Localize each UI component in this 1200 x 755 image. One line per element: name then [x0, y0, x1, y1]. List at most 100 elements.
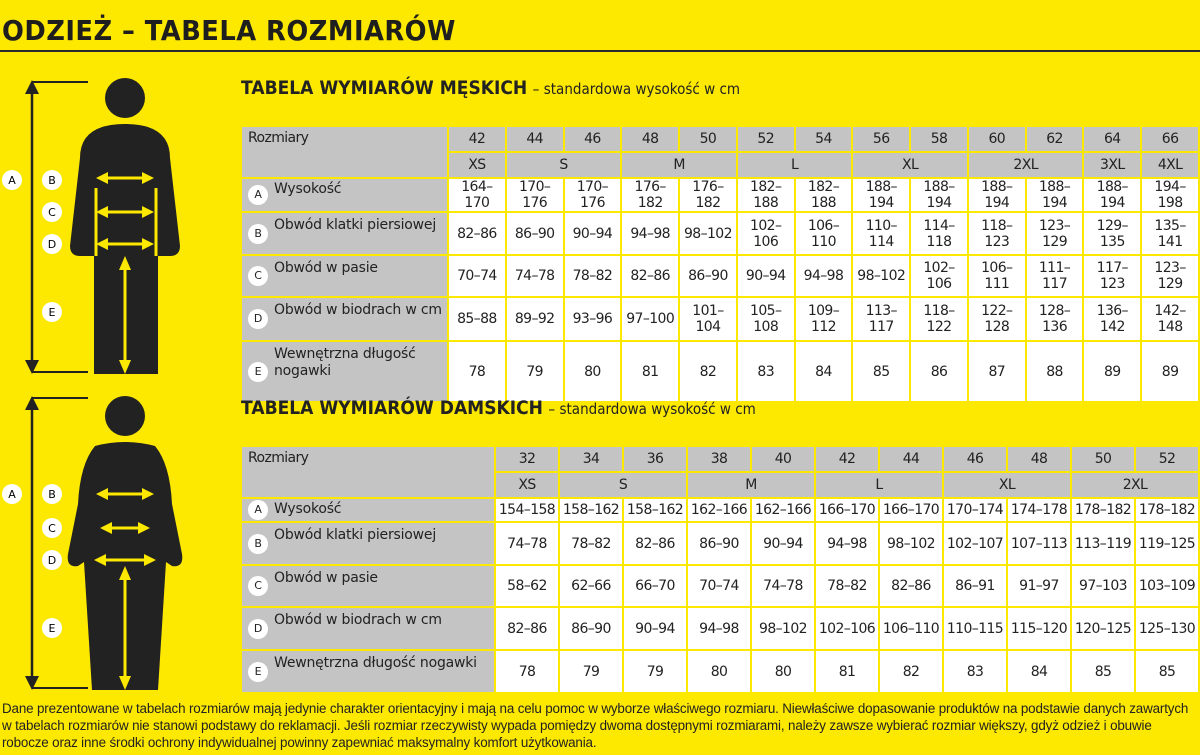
- value-cell: 86: [911, 342, 967, 401]
- disclaimer-text: Dane prezentowane w tabelach rozmiarów m…: [2, 701, 1189, 750]
- size-number: 44: [506, 127, 563, 151]
- measure-badge: E: [248, 361, 268, 382]
- value-cell: 94–98: [688, 608, 750, 649]
- value-cell: 107–113: [1008, 523, 1070, 564]
- size-number: 56: [853, 127, 910, 151]
- value-cell: 91–97: [1008, 566, 1070, 606]
- measure-badge: C: [248, 266, 268, 286]
- measure-badge: A: [248, 185, 268, 205]
- size-number: 66: [1142, 127, 1198, 151]
- value-cell: 85: [853, 342, 910, 401]
- row-label: A Wysokość: [242, 179, 447, 211]
- size-number: 38: [688, 447, 750, 471]
- value-cell: 111–117: [1026, 256, 1083, 296]
- value-cell: 142–148: [1142, 298, 1198, 340]
- size-letter: XL: [944, 473, 1070, 497]
- row-label-text: Obwód w biodrach w cm: [274, 302, 442, 318]
- women-title: TABELA WYMIARÓW DAMSKICH: [241, 397, 543, 419]
- value-cell: 135–141: [1142, 213, 1198, 254]
- row-label-text: Wewnętrzna długość nogawki: [274, 655, 477, 671]
- value-cell: 90–94: [737, 256, 794, 296]
- value-cell: 98–102: [680, 213, 736, 254]
- size-number: 46: [944, 447, 1006, 471]
- value-cell: 113–119: [1072, 523, 1134, 564]
- svg-text:B: B: [48, 488, 56, 501]
- svg-text:A: A: [8, 174, 16, 187]
- value-cell: 106–110: [880, 608, 942, 649]
- size-letter: L: [816, 473, 942, 497]
- size-number: 54: [795, 127, 852, 151]
- measure-badge: D: [248, 309, 268, 329]
- value-cell: 83: [944, 651, 1006, 692]
- value-cell: 85: [1136, 651, 1198, 692]
- value-cell: 97–100: [622, 298, 679, 340]
- value-cell: 84: [1008, 651, 1070, 692]
- size-letter: M: [622, 153, 736, 177]
- value-cell: 162–166: [688, 499, 750, 521]
- value-cell: 164–170: [449, 179, 505, 211]
- row-label: E Wewnętrzna długość nogawki: [242, 651, 494, 692]
- value-cell: 62–66: [560, 566, 622, 606]
- men-subtitle: – standardowa wysokość w cm: [532, 80, 741, 98]
- svg-text:A: A: [8, 488, 16, 501]
- value-cell: 82: [880, 651, 942, 692]
- men-table-title: TABELA WYMIARÓW MĘSKICH – standardowa wy…: [241, 77, 740, 99]
- value-cell: 122–128: [968, 298, 1025, 340]
- value-cell: 110–114: [853, 213, 910, 254]
- measure-badge: D: [248, 618, 268, 639]
- row-label: D Obwód w biodrach w cm: [242, 608, 494, 649]
- table-row-d: D Obwód w biodrach w cm 82–86 86–90 90–94 94–…: [242, 608, 1198, 649]
- value-cell: 89: [1084, 342, 1141, 401]
- table-row-b: B Obwód klatki piersiowej 74–78 78–82 82–86 8…: [242, 523, 1198, 564]
- size-number: 62: [1026, 127, 1083, 151]
- size-letter: M: [688, 473, 814, 497]
- measure-badge: C: [248, 576, 268, 596]
- value-cell: 80: [564, 342, 621, 401]
- value-cell: 74–78: [506, 256, 563, 296]
- value-cell: 102–106: [737, 213, 794, 254]
- value-cell: 170–176: [564, 179, 621, 211]
- size-number: 32: [496, 447, 558, 471]
- size-number: 48: [1008, 447, 1070, 471]
- page-title: ODZIEŻ – TABELA ROZMIARÓW: [2, 14, 456, 47]
- value-cell: 174–178: [1008, 499, 1070, 521]
- title-divider: [0, 50, 1200, 52]
- value-cell: 86–90: [506, 213, 563, 254]
- value-cell: 118–122: [911, 298, 967, 340]
- value-cell: 78–82: [816, 566, 878, 606]
- value-cell: 82: [680, 342, 736, 401]
- value-cell: 123–129: [1026, 213, 1083, 254]
- value-cell: 86–90: [688, 523, 750, 564]
- value-cell: 82–86: [622, 256, 679, 296]
- value-cell: 129–135: [1084, 213, 1141, 254]
- value-cell: 79: [506, 342, 563, 401]
- value-cell: 86–90: [680, 256, 736, 296]
- value-cell: 98–102: [752, 608, 814, 649]
- size-letter: 2XL: [1072, 473, 1198, 497]
- value-cell: 103–109: [1136, 566, 1198, 606]
- value-cell: 82–86: [449, 213, 505, 254]
- value-cell: 194–198: [1142, 179, 1198, 211]
- value-cell: 188–194: [911, 179, 967, 211]
- value-cell: 79: [560, 651, 622, 692]
- row-label-text: Wewnętrzna długość nogawki: [274, 346, 416, 379]
- svg-text:B: B: [48, 174, 56, 187]
- value-cell: 80: [688, 651, 750, 692]
- value-cell: 86–90: [560, 608, 622, 649]
- value-cell: 89–92: [506, 298, 563, 340]
- value-cell: 74–78: [752, 566, 814, 606]
- value-cell: 170–174: [944, 499, 1006, 521]
- size-number: 50: [680, 127, 736, 151]
- value-cell: 58–62: [496, 566, 558, 606]
- value-cell: 94–98: [795, 256, 852, 296]
- svg-text:C: C: [48, 522, 56, 535]
- value-cell: 188–194: [853, 179, 910, 211]
- row-label-text: Wysokość: [274, 181, 342, 197]
- measure-badge: B: [248, 223, 268, 244]
- value-cell: 113–117: [853, 298, 910, 340]
- size-letter: S: [506, 153, 621, 177]
- size-number: 50: [1072, 447, 1134, 471]
- value-cell: 102–106: [816, 608, 878, 649]
- men-title: TABELA WYMIARÓW MĘSKICH: [241, 77, 528, 99]
- row-label-text: Obwód w biodrach w cm: [274, 612, 442, 628]
